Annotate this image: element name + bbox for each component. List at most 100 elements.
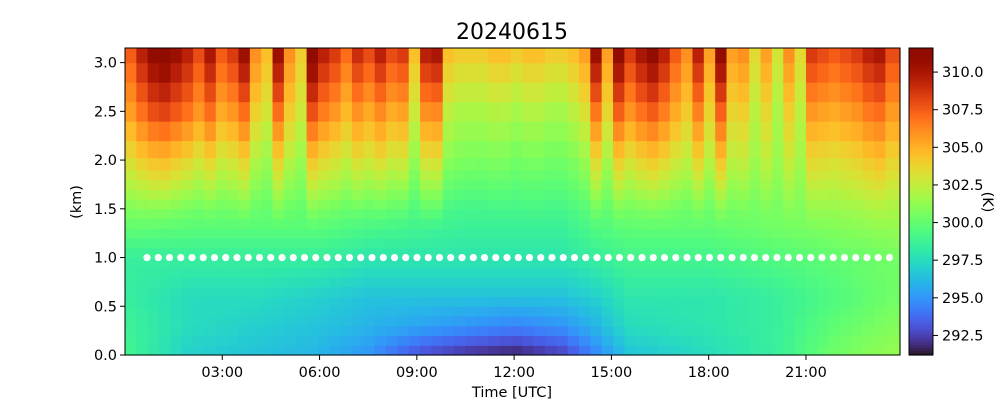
heatmap-cell <box>295 228 308 239</box>
heatmap-cell <box>306 140 319 159</box>
x-tick-label: 03:00 <box>201 365 243 381</box>
heatmap-cell <box>658 157 671 171</box>
heatmap-cell <box>499 267 512 278</box>
heatmap-cell <box>510 157 523 171</box>
heatmap-cell <box>783 82 796 103</box>
colorbar-segment <box>909 155 933 159</box>
heatmap-cell <box>794 140 807 159</box>
heatmap-cell <box>329 179 342 190</box>
heatmap-cell <box>726 325 739 337</box>
colorbar-segment <box>909 163 933 167</box>
heatmap-cell <box>295 189 308 200</box>
heatmap-cell <box>715 101 728 122</box>
heatmap-cell <box>249 257 262 268</box>
heatmap-cell <box>805 208 818 220</box>
heatmap-cell <box>238 179 251 190</box>
heatmap-cell <box>159 62 171 83</box>
heatmap-cell <box>397 238 410 249</box>
heatmap-cell <box>420 238 433 249</box>
heatmap-cell <box>193 277 206 288</box>
heatmap-cell <box>805 62 818 83</box>
heatmap-cell <box>136 157 149 171</box>
heatmap-cell <box>170 257 183 268</box>
heatmap-cell <box>556 199 569 210</box>
heatmap-cell <box>488 247 501 259</box>
colorbar-segment <box>909 242 933 246</box>
heatmap-cell <box>170 277 183 288</box>
heatmap-cell <box>817 48 830 64</box>
heatmap-cell <box>442 267 455 278</box>
heatmap-cell <box>522 169 535 181</box>
heatmap-cell <box>510 189 523 200</box>
heatmap-cell <box>805 257 818 268</box>
heatmap-cell <box>556 228 569 239</box>
heatmap-cell <box>431 267 444 278</box>
heatmap-cell <box>249 189 262 200</box>
heatmap-cell <box>624 335 637 346</box>
heatmap-cell <box>522 121 535 142</box>
heatmap-cell <box>590 179 603 190</box>
heatmap-cell <box>431 199 444 210</box>
heatmap-cell <box>578 189 591 200</box>
heatmap-cell <box>862 277 875 288</box>
heatmap-cell <box>510 316 523 327</box>
heatmap-cell <box>544 247 557 259</box>
heatmap-cell <box>658 218 671 229</box>
heatmap-cell <box>431 286 444 298</box>
heatmap-cell <box>374 169 387 181</box>
colorbar-segment <box>909 50 933 54</box>
heatmap-cell <box>249 82 262 103</box>
x-tick-label: 12:00 <box>493 365 535 381</box>
colorbar-gradient <box>909 48 933 356</box>
heatmap-cell <box>635 238 648 249</box>
heatmap-cell <box>715 257 728 268</box>
heatmap-cell <box>329 189 342 200</box>
heatmap-cell <box>227 169 240 181</box>
colorbar-segment <box>909 316 933 320</box>
heatmap-cell <box>397 335 410 346</box>
heatmap-cell <box>635 157 648 171</box>
heatmap-cell <box>283 296 296 307</box>
heatmap-cell <box>669 199 682 210</box>
heatmap-cell <box>510 257 523 268</box>
heatmap-cell <box>635 228 648 239</box>
colorbar-segment <box>909 88 933 93</box>
heatmap-cell <box>499 316 512 327</box>
heatmap-cell <box>715 208 728 220</box>
heatmap-cell <box>215 218 228 229</box>
heatmap-cell <box>351 325 364 337</box>
heatmap-cell <box>420 296 433 307</box>
heatmap-cell <box>227 199 240 210</box>
heatmap-cell <box>647 157 660 171</box>
heatmap-cell <box>442 208 455 220</box>
heatmap-cell <box>204 121 217 142</box>
heatmap-cell <box>442 169 455 181</box>
colorbar-segment <box>909 53 933 57</box>
heatmap-cell <box>408 257 421 268</box>
heatmap-cell <box>159 247 171 259</box>
heatmap-cell <box>306 325 319 337</box>
heatmap-cell <box>465 140 478 159</box>
heatmap-cell <box>590 101 603 122</box>
heatmap-cell <box>556 157 569 171</box>
heatmap-cell <box>805 238 818 249</box>
heatmap-cell <box>692 257 705 268</box>
heatmap-cell <box>454 199 467 210</box>
heatmap-cell <box>363 82 376 103</box>
heatmap-cell <box>703 48 716 64</box>
heatmap-cell <box>749 62 762 83</box>
heatmap-cell <box>431 325 444 337</box>
heatmap-cell <box>658 48 671 64</box>
heatmap-cell <box>317 62 330 83</box>
heatmap-cell <box>794 247 807 259</box>
colorbar-segment <box>909 111 933 116</box>
heatmap-cell <box>159 169 171 181</box>
heatmap-cell <box>794 169 807 181</box>
heatmap-cell <box>726 199 739 210</box>
heatmap-cell <box>567 121 580 142</box>
heatmap-cell <box>749 325 762 337</box>
heatmap-cell <box>840 82 852 103</box>
heatmap-cell <box>681 157 694 171</box>
heatmap-cell <box>386 179 398 190</box>
heatmap-cell <box>272 277 285 288</box>
